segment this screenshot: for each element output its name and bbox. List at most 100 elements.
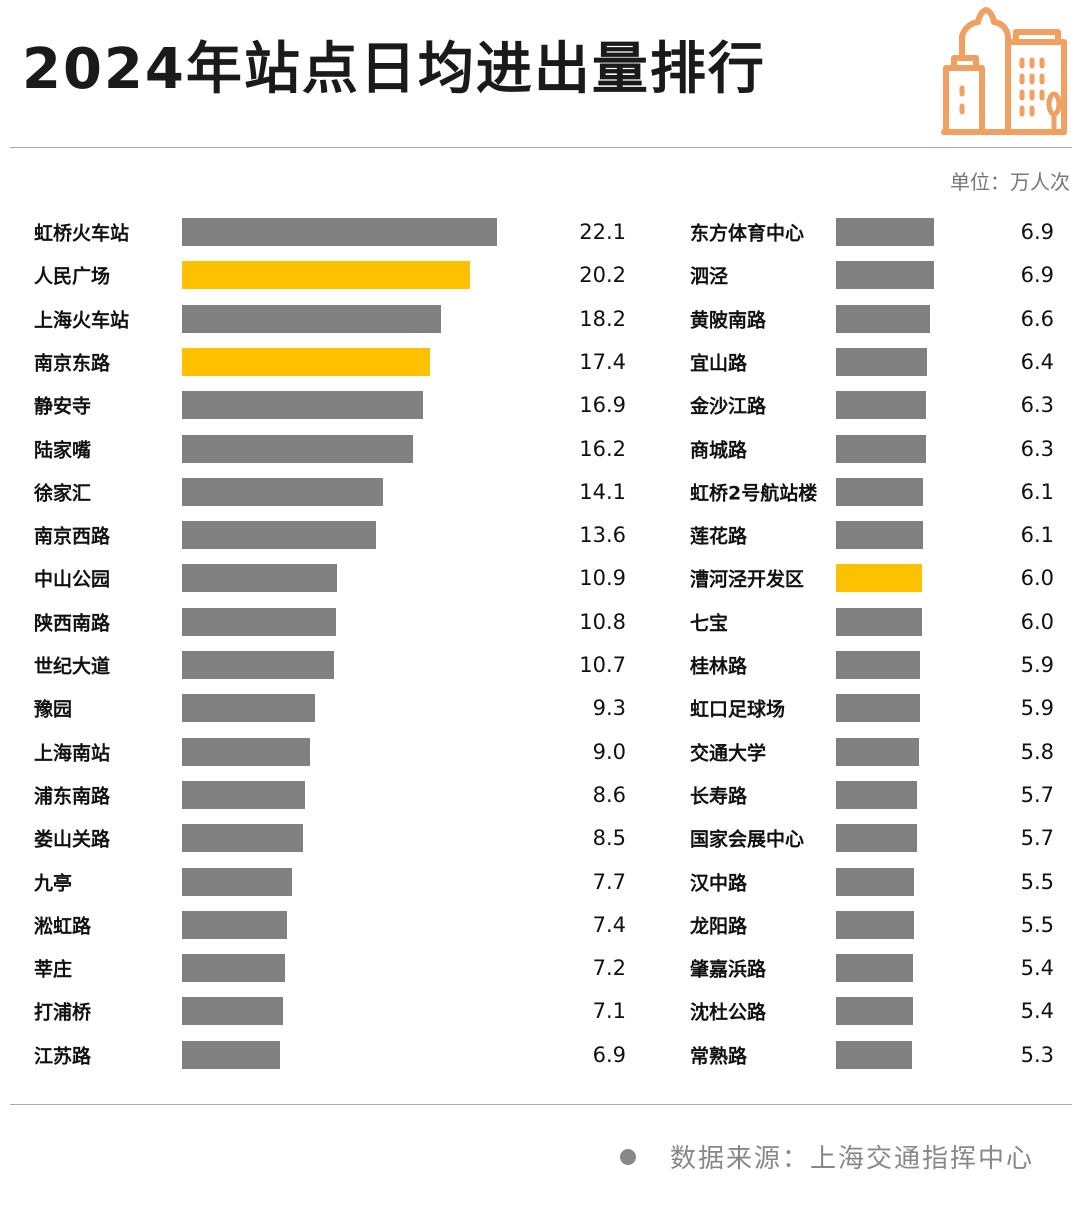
value-label: 7.1 (592, 999, 626, 1024)
value-label: 16.2 (579, 436, 626, 461)
value-label: 5.8 (1020, 739, 1054, 764)
value-label: 6.1 (1020, 523, 1054, 548)
category-label: 世纪大道 (34, 655, 111, 678)
category-label: 肇嘉浜路 (690, 958, 767, 981)
bar (182, 304, 442, 333)
value-label: 7.2 (592, 956, 626, 981)
value-label: 5.4 (1020, 999, 1054, 1024)
category-label: 陕西南路 (34, 612, 111, 635)
category-label: 汉中路 (690, 872, 748, 894)
city-buildings-icon (941, 7, 1067, 135)
bar (182, 347, 430, 376)
value-label: 18.2 (579, 306, 626, 331)
value-label: 10.7 (579, 653, 626, 677)
bar (182, 824, 304, 853)
bar (182, 780, 305, 809)
value-label: 10.9 (579, 566, 626, 591)
bar (836, 694, 921, 723)
category-label: 浦东南路 (34, 785, 111, 808)
bar (836, 1040, 912, 1069)
bar (836, 564, 922, 593)
category-label: 漕河泾开发区 (690, 568, 805, 591)
value-label: 5.7 (1020, 782, 1054, 807)
bar (182, 694, 315, 723)
bar (182, 564, 338, 593)
value-label: 5.5 (1020, 869, 1054, 894)
category-label: 东方体育中心 (690, 222, 805, 245)
value-label: 6.0 (1020, 566, 1054, 591)
category-label: 淞虹路 (34, 915, 92, 938)
category-label: 打浦桥 (34, 1001, 92, 1024)
category-label: 上海火车站 (34, 309, 130, 332)
bar (836, 867, 915, 896)
value-label: 5.3 (1020, 1042, 1054, 1067)
value-label: 9.3 (592, 696, 626, 721)
value-label: 6.3 (1020, 393, 1054, 418)
value-label: 6.4 (1020, 349, 1054, 374)
value-label: 10.8 (579, 609, 626, 634)
category-label: 沈杜公路 (690, 1001, 767, 1024)
value-label: 22.1 (579, 220, 626, 244)
value-label: 8.5 (592, 826, 626, 851)
category-label: 江苏路 (34, 1045, 92, 1068)
bar (836, 477, 923, 506)
category-label: 徐家汇 (34, 482, 92, 505)
bar (836, 780, 918, 809)
category-label: 商城路 (690, 439, 748, 461)
value-label: 6.0 (1020, 609, 1054, 634)
value-label: 6.9 (1020, 220, 1054, 244)
bar (182, 997, 284, 1026)
value-label: 5.9 (1020, 653, 1054, 677)
bar (836, 651, 921, 679)
value-label: 6.1 (1020, 479, 1054, 504)
category-label: 南京西路 (34, 525, 111, 548)
value-label: 6.6 (1020, 306, 1054, 331)
category-label: 南京东路 (34, 352, 111, 375)
category-label: 虹口足球场 (690, 698, 786, 721)
footer-divider (10, 1104, 1072, 1105)
category-label: 黄陂南路 (690, 309, 767, 332)
value-label: 6.3 (1020, 436, 1054, 461)
value-label: 5.4 (1020, 956, 1054, 981)
bar (182, 218, 497, 246)
bar (182, 737, 311, 766)
value-label: 14.1 (579, 479, 626, 504)
category-label: 莲花路 (690, 525, 748, 548)
bar (182, 1040, 281, 1069)
bar (836, 218, 935, 246)
bar (182, 434, 413, 463)
category-label: 九亭 (34, 872, 73, 894)
bar (836, 304, 931, 333)
bar (836, 434, 926, 463)
header-divider (10, 147, 1072, 148)
bullet-dot-icon (620, 1148, 636, 1165)
category-label: 国家会展中心 (690, 828, 805, 851)
bar (836, 954, 913, 983)
category-label: 桂林路 (690, 655, 748, 678)
bar (836, 347, 928, 376)
bar (182, 477, 383, 506)
value-label: 5.9 (1020, 696, 1054, 721)
category-label: 虹桥2号航站楼 (690, 482, 818, 505)
value-label: 6.9 (1020, 263, 1054, 288)
category-label: 金沙江路 (690, 395, 767, 418)
value-label: 6.9 (592, 1042, 626, 1067)
category-label: 七宝 (690, 612, 729, 635)
category-label: 龙阳路 (690, 915, 748, 938)
bar (836, 824, 918, 853)
bar (182, 261, 470, 290)
category-label: 交通大学 (690, 742, 767, 765)
bar (182, 651, 335, 679)
bar (182, 391, 423, 420)
category-label: 豫园 (34, 698, 73, 721)
bar (182, 521, 376, 550)
category-label: 常熟路 (690, 1045, 748, 1068)
bar (836, 391, 926, 420)
category-label: 长寿路 (690, 785, 748, 808)
category-label: 虹桥火车站 (34, 222, 130, 245)
bar (182, 867, 292, 896)
bar (836, 607, 922, 636)
source-text: 数据来源：上海交通指挥中心 (670, 1144, 1035, 1174)
bar (182, 607, 336, 636)
category-label: 泗泾 (690, 265, 729, 288)
